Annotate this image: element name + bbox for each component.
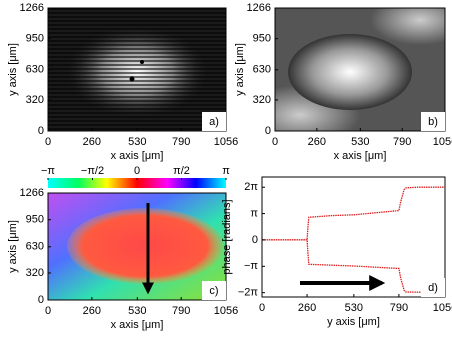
x-tick-label: 530 bbox=[351, 136, 369, 148]
y-tick-label: 950 bbox=[26, 33, 44, 45]
x-tick-label: 530 bbox=[128, 305, 146, 317]
x-axis-label: x axis [μm] bbox=[111, 319, 164, 331]
image-b bbox=[275, 8, 445, 131]
y-tick-label: 950 bbox=[253, 33, 271, 45]
y-tick-label: 1266 bbox=[20, 2, 44, 14]
y-tick-label: −2π bbox=[238, 287, 259, 299]
panel-label-bg bbox=[421, 112, 445, 131]
y-tick-label: 1266 bbox=[20, 187, 44, 199]
x-tick-label: 790 bbox=[172, 305, 190, 317]
y-tick-label: 630 bbox=[26, 241, 44, 253]
y-tick-label: 0 bbox=[265, 125, 271, 137]
x-tick-label: 260 bbox=[308, 136, 326, 148]
y-tick-label: 0 bbox=[38, 125, 44, 137]
colorbar-tick-label: −π bbox=[41, 165, 55, 177]
y-tick-label: 2π bbox=[244, 181, 258, 193]
panel-label: b) bbox=[428, 116, 438, 128]
y-tick-label: −π bbox=[244, 260, 258, 272]
y-tick-label: 320 bbox=[26, 94, 44, 106]
y-tick-label: 630 bbox=[26, 64, 44, 76]
x-tick-label: 260 bbox=[83, 136, 101, 148]
x-tick-label: 0 bbox=[45, 136, 51, 148]
y-axis-label: y axis [μm] bbox=[7, 220, 19, 273]
panel-label: a) bbox=[209, 116, 219, 128]
x-tick-label: 1056 bbox=[214, 136, 238, 148]
data-line bbox=[262, 239, 446, 294]
y-tick-label: π bbox=[250, 207, 258, 219]
panel-label-bg bbox=[421, 278, 445, 297]
x-tick-label: 0 bbox=[259, 302, 265, 314]
x-tick-label: 790 bbox=[390, 302, 408, 314]
y-tick-label: 950 bbox=[26, 214, 44, 226]
x-tick-label: 1056 bbox=[433, 302, 452, 314]
x-tick-label: 530 bbox=[345, 302, 363, 314]
plot-frame bbox=[261, 176, 446, 298]
y-tick-label: 1266 bbox=[247, 2, 271, 14]
panel-label: d) bbox=[428, 282, 438, 294]
x-tick-label: 530 bbox=[128, 136, 146, 148]
x-tick-label: 790 bbox=[393, 136, 411, 148]
y-tick-label: 0 bbox=[38, 294, 44, 306]
x-tick-label: 790 bbox=[172, 136, 190, 148]
panel-label-bg bbox=[202, 112, 226, 131]
y-axis-label: y axis [μm] bbox=[7, 43, 19, 96]
colorbar-tick-label: π/2 bbox=[173, 165, 190, 177]
data-line bbox=[262, 186, 445, 241]
colorbar-tick-label: −π/2 bbox=[81, 165, 104, 177]
x-axis-label: x axis [μm] bbox=[334, 150, 387, 162]
x-axis-label: y axis [μm] bbox=[327, 316, 380, 328]
y-axis-label: phase [radians] bbox=[221, 199, 233, 274]
colorbar bbox=[48, 178, 226, 188]
x-tick-label: 260 bbox=[83, 305, 101, 317]
y-tick-label: 630 bbox=[253, 64, 271, 76]
image-a bbox=[48, 8, 226, 131]
x-tick-label: 260 bbox=[298, 302, 316, 314]
panel-label-bg bbox=[202, 281, 226, 300]
colorbar-tick-label: π bbox=[222, 165, 230, 177]
x-tick-label: 0 bbox=[45, 305, 51, 317]
panel-label: c) bbox=[209, 285, 218, 297]
x-axis-label: x axis [μm] bbox=[111, 150, 164, 162]
x-tick-label: 1056 bbox=[433, 136, 452, 148]
x-tick-label: 1056 bbox=[214, 305, 238, 317]
image-c bbox=[48, 193, 226, 300]
y-axis-label: y axis [μm] bbox=[234, 43, 246, 96]
x-tick-label: 0 bbox=[272, 136, 278, 148]
y-tick-label: 320 bbox=[26, 267, 44, 279]
y-tick-label: 320 bbox=[253, 94, 271, 106]
colorbar-tick-label: 0 bbox=[134, 165, 140, 177]
y-tick-label: 0 bbox=[252, 234, 258, 246]
